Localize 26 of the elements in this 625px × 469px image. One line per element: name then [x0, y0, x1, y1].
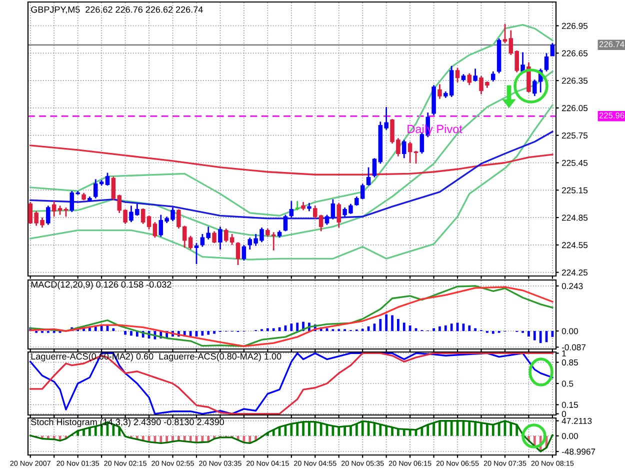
- text: 226.74: [599, 41, 624, 48]
- y-tick-label: 47.2113: [562, 418, 592, 424]
- text: 225.96: [599, 112, 624, 118]
- y-tick-label: 226.95: [562, 22, 588, 29]
- y-tick-label: -0.087: [562, 344, 586, 350]
- y-tick-label: 226.05: [562, 105, 588, 112]
- y-tick-label: 225.45: [562, 160, 588, 166]
- chart-title: MACD(12,20,9) 0.126 0.158 -0.032: [31, 281, 172, 290]
- y-tick-label: -48.9967: [562, 448, 596, 455]
- y-tick-label: 225.15: [562, 187, 588, 194]
- y-tick-label: 0.85: [562, 359, 578, 366]
- y-tick-label: 1: [562, 350, 566, 356]
- y-tick-label: 226.65: [562, 50, 588, 56]
- y-tick-label: 0: [562, 410, 566, 417]
- y-tick-label: 224.25: [562, 269, 588, 276]
- y-tick-label: 225.75: [562, 132, 588, 139]
- y-tick-label: 224.85: [562, 214, 588, 221]
- y-tick-label: 224.55: [562, 242, 588, 248]
- chart-title: Stoch Histogram (14,3,3) 2.4390 -0.8130 2.4390: [31, 418, 224, 427]
- y-tick-label: 0.00: [562, 328, 578, 334]
- y-tick-label: 0.00: [562, 432, 578, 440]
- y-tick-label: 0.243: [562, 283, 583, 290]
- y-tick-label: 226.35: [562, 78, 588, 84]
- y-tick-label: 0.15: [562, 402, 578, 408]
- chart-title: GBPJPY,M5 226.62 226.76 226.62 226.74: [31, 6, 203, 14]
- y-tick-label: 0.5: [562, 380, 574, 387]
